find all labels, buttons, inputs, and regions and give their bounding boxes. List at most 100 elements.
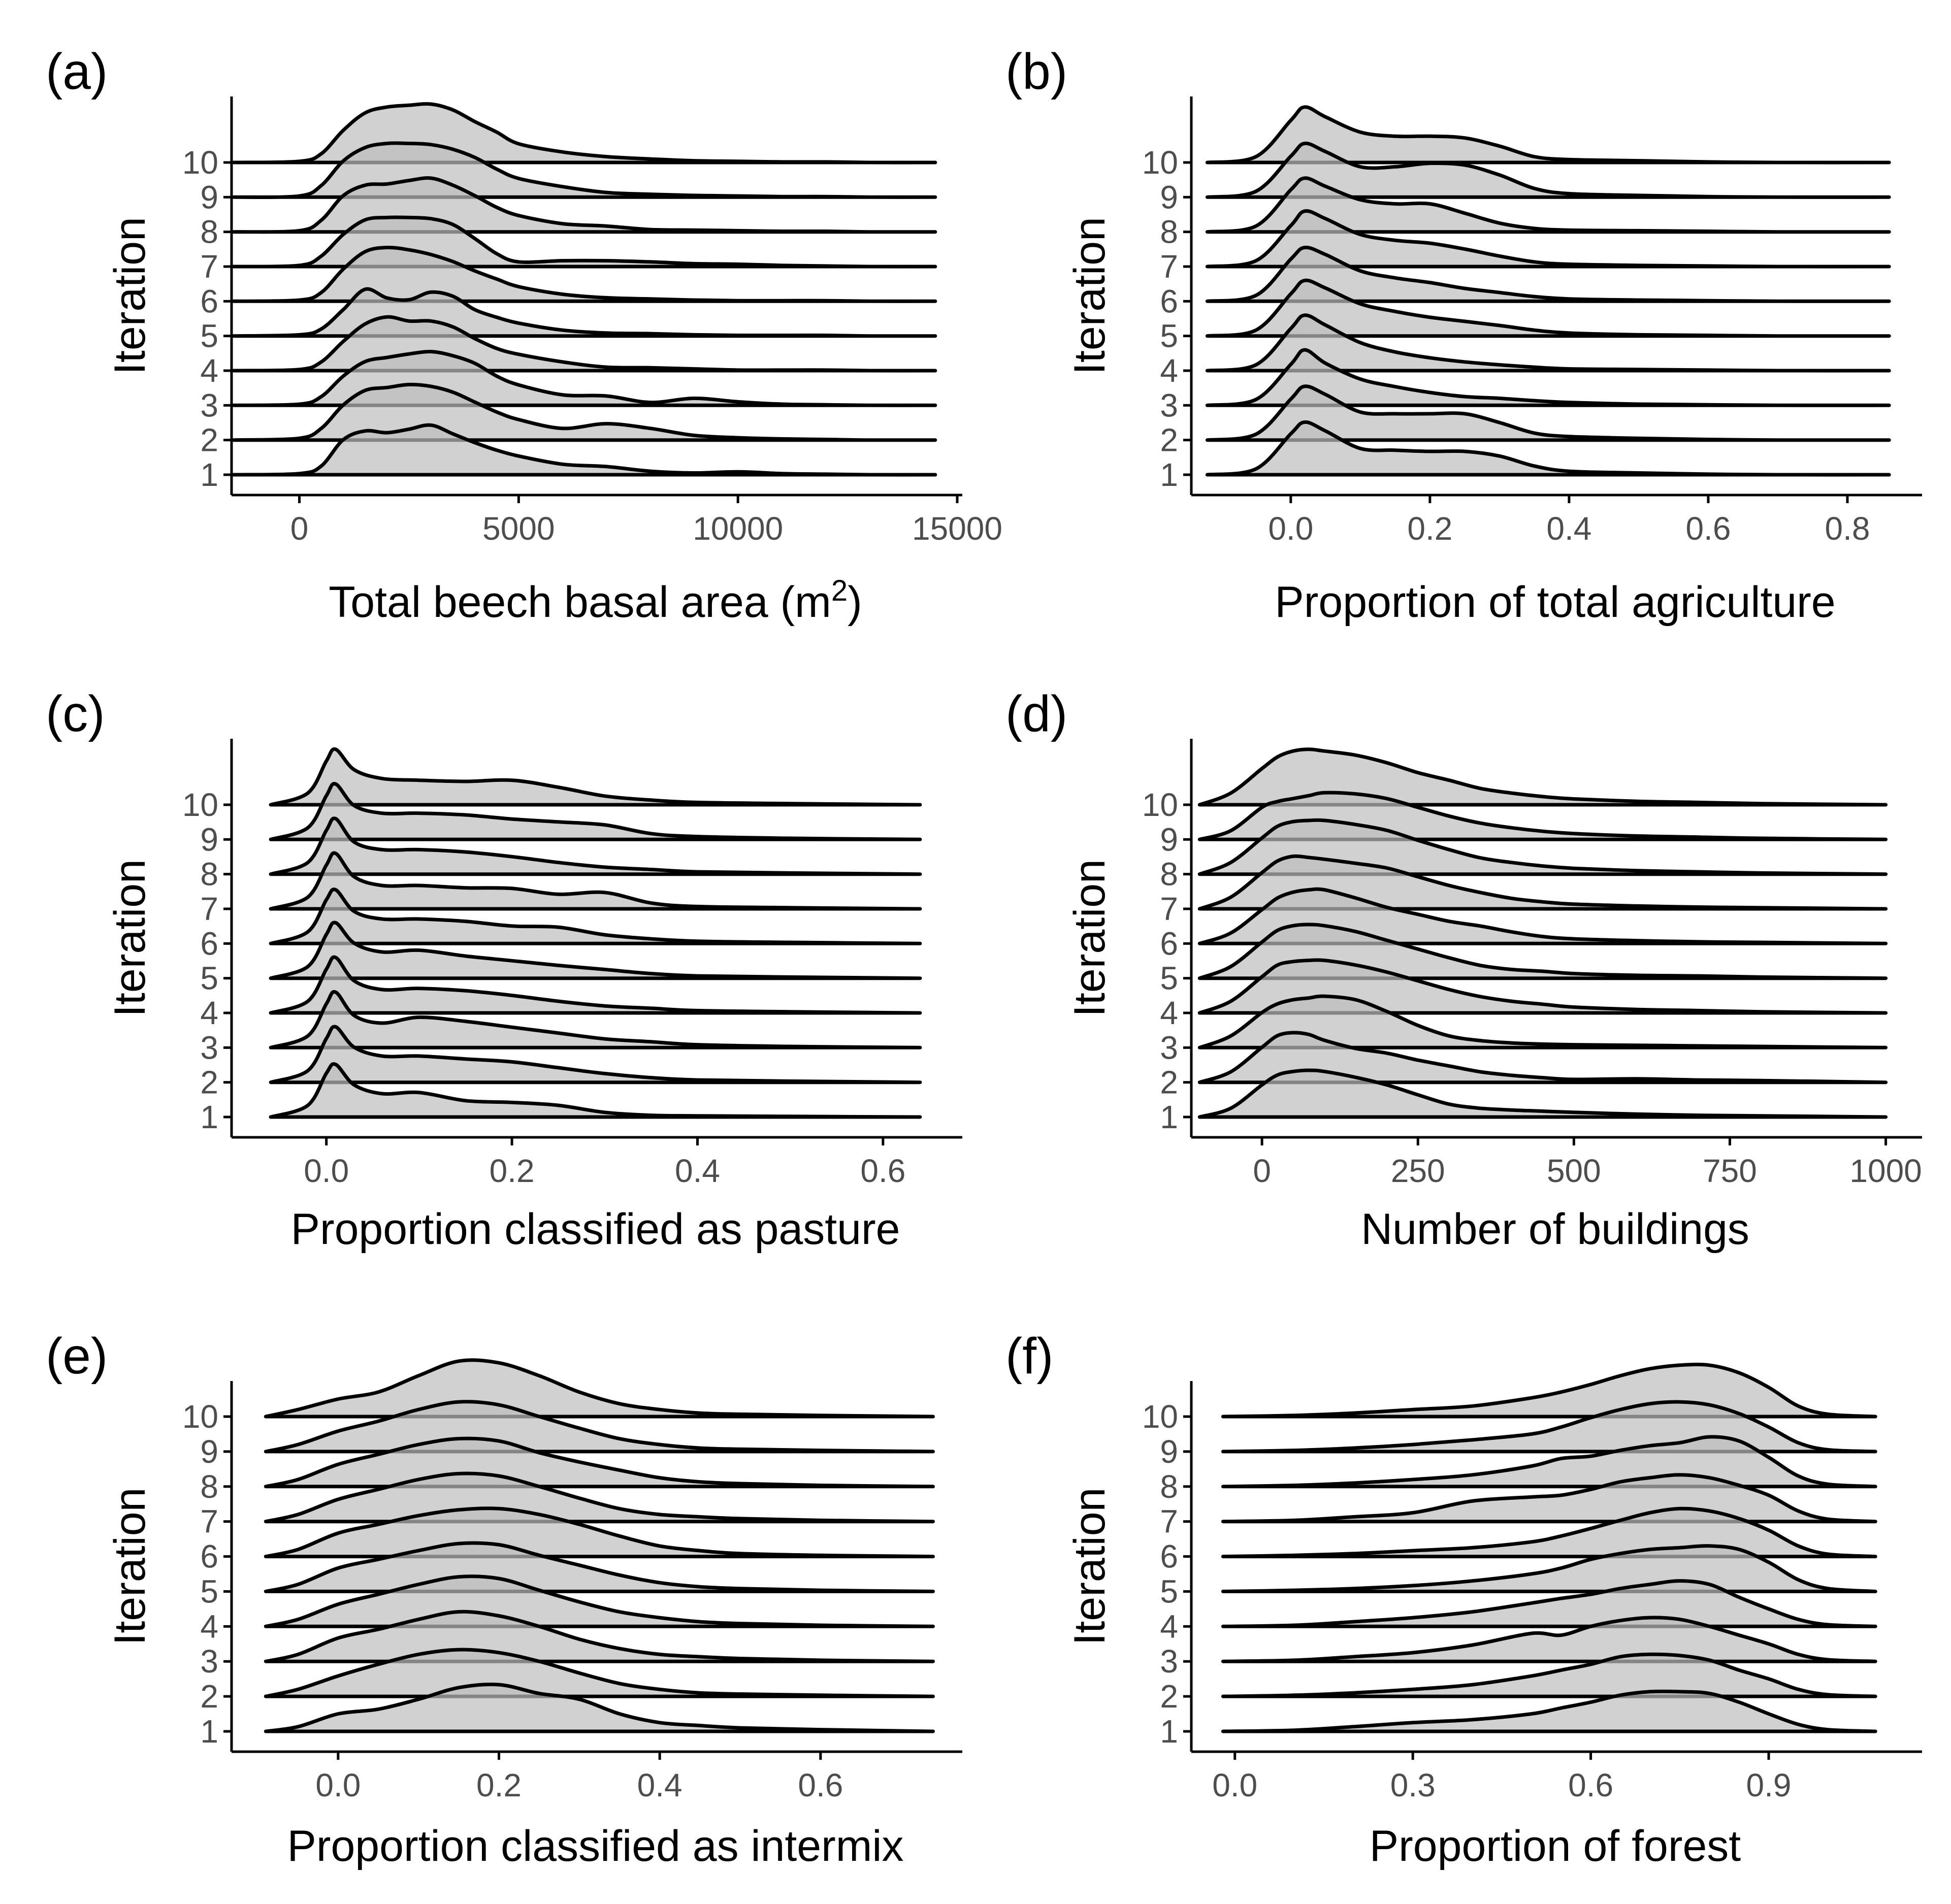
x-tick-label: 0.2: [490, 1153, 535, 1189]
density-ridge-iteration-5: [1221, 1544, 1877, 1593]
density-ridge-iteration-4: [1197, 958, 1888, 1015]
x-tick-label: 0: [290, 510, 309, 547]
y-tick-label: 5: [1160, 318, 1178, 354]
y-tick-label: 3: [200, 1029, 218, 1066]
x-tick-label: 0.8: [1825, 510, 1870, 547]
density-ridge-iteration-10: [1197, 747, 1888, 807]
y-tick-label: 6: [1160, 1538, 1178, 1575]
density-ridge-iteration-9: [269, 782, 922, 841]
y-tick-label: 10: [182, 1398, 218, 1435]
y-tick-label: 5: [1160, 960, 1178, 997]
x-tick-label: 0.6: [1568, 1767, 1613, 1803]
panel-label: (b): [1005, 43, 1067, 100]
density-ridge-iteration-3: [264, 1610, 935, 1663]
density-ridge-iteration-8: [269, 816, 922, 876]
y-tick-label: 3: [1160, 387, 1178, 423]
y-tick-label: 2: [200, 1064, 218, 1101]
y-tick-label: 1: [1160, 456, 1178, 493]
y-tick-label: 3: [1160, 1029, 1178, 1066]
x-axis-title: Proportion classified as pasture: [291, 1205, 900, 1254]
x-tick-label: 0.2: [476, 1767, 522, 1803]
x-axis-title: Proportion classified as intermix: [287, 1822, 903, 1870]
density-ridge-iteration-1: [264, 1682, 935, 1733]
density-ridge-iteration-4: [1205, 313, 1891, 373]
density-ridge-iteration-7: [269, 851, 922, 911]
y-tick-label: 9: [1160, 179, 1178, 215]
density-ridge-iteration-2: [232, 382, 937, 442]
density-ridge-iteration-6: [269, 888, 922, 945]
y-tick-label: 1: [200, 1713, 218, 1750]
y-tick-label: 3: [200, 387, 218, 423]
x-tick-label: 0.6: [1685, 510, 1731, 547]
x-tick-label: 250: [1391, 1153, 1445, 1189]
y-tick-label: 5: [1160, 1573, 1178, 1610]
y-tick-label: 5: [200, 1573, 218, 1610]
density-ridge-iteration-2: [1197, 1031, 1888, 1085]
density-ridge-iteration-1: [232, 423, 937, 477]
y-tick-label: 1: [200, 456, 218, 493]
density-ridge-iteration-5: [264, 1541, 935, 1593]
density-ridge-iteration-5: [269, 921, 922, 980]
y-tick-label: 8: [200, 856, 218, 893]
density-ridge-iteration-7: [1197, 854, 1888, 911]
panel-label: (d): [1005, 685, 1067, 742]
y-tick-label: 7: [1160, 891, 1178, 927]
x-tick-label: 750: [1703, 1153, 1757, 1189]
density-ridge-iteration-4: [269, 955, 922, 1015]
density-ridge-iteration-1: [1205, 420, 1891, 477]
density-ridge-iteration-3: [1197, 994, 1888, 1049]
y-tick-label: 3: [1160, 1643, 1178, 1680]
x-tick-label: 0.0: [1212, 1767, 1257, 1803]
x-axis-title: Number of buildings: [1361, 1205, 1749, 1254]
y-axis-title: Iteration: [1065, 217, 1114, 375]
y-tick-label: 10: [182, 786, 218, 823]
x-tick-label: 0.9: [1746, 1767, 1792, 1803]
y-tick-label: 10: [1142, 786, 1178, 823]
y-tick-label: 7: [200, 248, 218, 285]
y-tick-label: 1: [200, 1099, 218, 1135]
x-axis-title: Proportion of total agriculture: [1275, 578, 1835, 627]
y-tick-label: 4: [200, 352, 218, 389]
x-tick-label: 0.6: [798, 1767, 843, 1803]
density-ridge-iteration-10: [232, 102, 937, 165]
y-tick-label: 10: [1142, 1398, 1178, 1435]
y-tick-label: 9: [200, 179, 218, 215]
y-tick-label: 4: [1160, 1608, 1178, 1645]
panel-label: (f): [1005, 1328, 1053, 1385]
density-ridge-iteration-8: [1221, 1435, 1877, 1489]
y-tick-label: 6: [200, 1538, 218, 1575]
y-axis-title: Iteration: [106, 1488, 154, 1646]
y-tick-label: 2: [200, 422, 218, 458]
x-tick-label: 5000: [482, 510, 555, 547]
x-tick-label: 0.3: [1390, 1767, 1436, 1803]
density-ridge-iteration-2: [264, 1648, 935, 1698]
y-tick-label: 5: [200, 318, 218, 354]
y-tick-label: 2: [1160, 1064, 1178, 1101]
density-ridge-iteration-5: [1205, 278, 1891, 338]
y-tick-label: 8: [1160, 856, 1178, 893]
density-ridge-iteration-10: [269, 747, 922, 807]
density-ridge-iteration-4: [264, 1574, 935, 1628]
y-axis-title: Iteration: [106, 217, 154, 375]
y-tick-label: 1: [1160, 1713, 1178, 1750]
density-ridge-iteration-6: [1205, 245, 1891, 303]
panel-label: (c): [46, 685, 105, 742]
y-tick-label: 5: [200, 960, 218, 997]
density-ridge-iteration-9: [264, 1400, 935, 1454]
x-axis-title: Proportion of forest: [1370, 1822, 1741, 1870]
density-ridge-iteration-8: [264, 1436, 935, 1489]
y-tick-label: 6: [200, 283, 218, 319]
y-tick-label: 3: [200, 1643, 218, 1680]
x-tick-label: 15000: [912, 510, 1002, 547]
density-ridge-iteration-4: [1221, 1579, 1877, 1628]
y-tick-label: 10: [1142, 144, 1178, 181]
y-tick-label: 2: [1160, 422, 1178, 458]
density-ridge-iteration-1: [269, 1062, 922, 1119]
x-tick-label: 0.2: [1407, 510, 1452, 547]
y-tick-label: 9: [1160, 1433, 1178, 1470]
